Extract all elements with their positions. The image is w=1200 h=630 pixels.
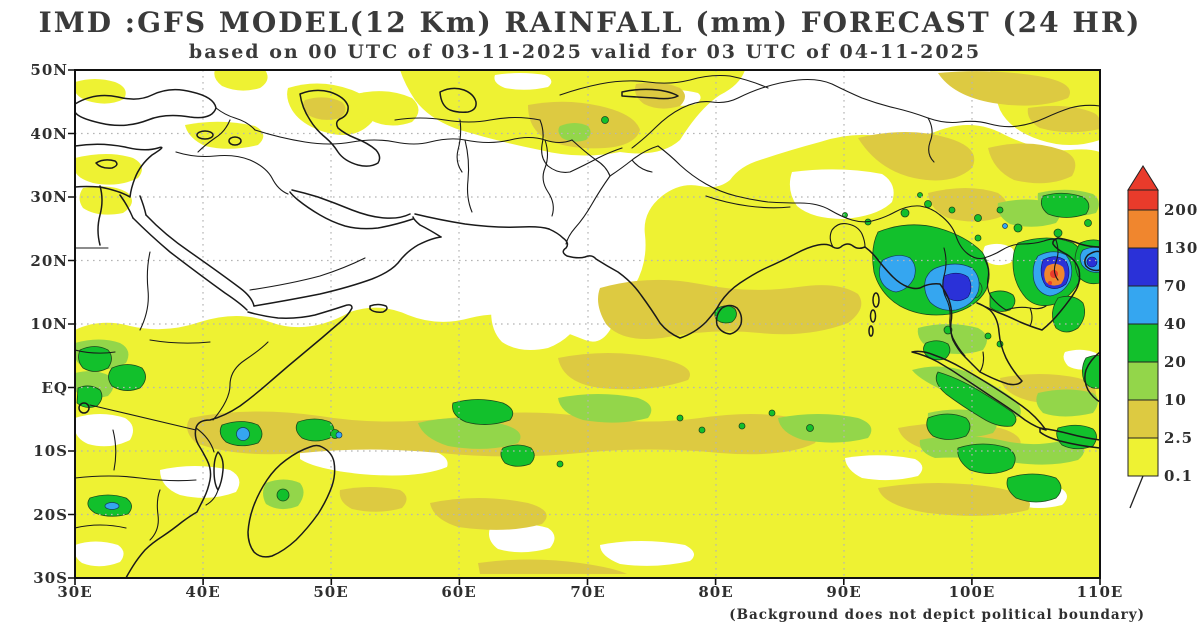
legend-band-10 — [1127, 361, 1159, 401]
lon-label-30e: 30E — [57, 583, 93, 601]
legend-band-40 — [1127, 285, 1159, 325]
legend-arrow — [1127, 165, 1159, 191]
legend-label-10: 10 — [1164, 391, 1187, 409]
lon-label-60e: 60E — [441, 583, 477, 601]
axis-ticks — [68, 69, 1101, 585]
lat-label-40n: 40N — [30, 124, 68, 143]
lon-label-80e: 80E — [698, 583, 734, 601]
legend-label-20: 20 — [1164, 353, 1187, 371]
page-subtitle: based on 00 UTC of 03-11-2025 valid for … — [188, 41, 982, 63]
legend-band-20 — [1127, 323, 1159, 363]
page-title: IMD :GFS MODEL(12 Km) RAINFALL (mm) FORE… — [38, 6, 1142, 39]
country-borders — [75, 74, 1100, 541]
legend-band-70 — [1127, 247, 1159, 287]
legend-label-70: 70 — [1164, 277, 1187, 295]
lat-label-10n: 10N — [30, 315, 68, 333]
lat-label-30n: 30N — [30, 188, 68, 206]
legend-band-0p1 — [1127, 437, 1159, 477]
legend-label-40: 40 — [1164, 315, 1187, 333]
lon-label-50e: 50E — [313, 583, 349, 601]
legend-label-2p5: 2.5 — [1164, 429, 1194, 447]
lat-label-10s: 10S — [33, 442, 68, 460]
lat-label-eq: EQ — [41, 378, 68, 397]
lon-label-110e: 110E — [1076, 583, 1124, 601]
lon-label-70e: 70E — [570, 583, 606, 601]
lat-label-30s: 30S — [33, 569, 68, 587]
legend-band-130 — [1127, 209, 1159, 249]
legend-label-0p1: 0.1 — [1164, 467, 1194, 485]
legend-colorbar — [1127, 165, 1159, 509]
legend-band-2p5 — [1127, 399, 1159, 439]
lon-label-90e: 90E — [826, 583, 862, 601]
legend-band-200 — [1127, 189, 1159, 211]
lat-label-20n: 20N — [30, 251, 68, 270]
legend-label-130: 130 — [1164, 239, 1199, 257]
lat-label-50n: 50N — [30, 61, 68, 79]
legend-tail — [1129, 475, 1144, 509]
lon-label-100e: 100E — [948, 583, 996, 601]
lat-label-20s: 20S — [33, 505, 68, 524]
background-disclaimer: (Background does not depict political bo… — [729, 607, 1145, 623]
lon-label-40e: 40E — [185, 583, 221, 601]
legend-label-200: 200 — [1164, 201, 1199, 219]
